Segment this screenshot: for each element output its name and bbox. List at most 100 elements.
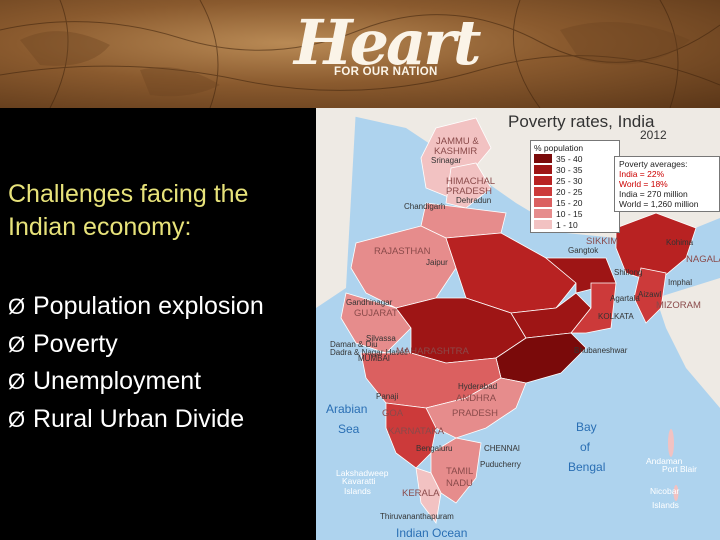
map-title: Poverty rates, India	[508, 112, 655, 131]
averages-world-percent: World = 18%	[619, 179, 668, 189]
label-srinagar: Srinagar	[431, 156, 462, 165]
label-karnataka: KARNATAKA	[388, 426, 445, 437]
label-pradesh-north: PRADESH	[446, 186, 492, 197]
label-nicobar: Nicobar	[650, 486, 680, 496]
region-rajasthan	[350, 225, 457, 309]
legend-row: 10 - 15	[534, 208, 616, 219]
legend-row: 35 - 40	[534, 153, 616, 164]
label-gujarat: GUJARAT	[354, 308, 398, 319]
label-nagaland: NAGALAND	[686, 254, 720, 265]
bullet-arrow-icon: Ø	[8, 406, 26, 432]
bullet-arrow-icon: Ø	[8, 294, 26, 319]
bullet-list: Ø Population explosion Ø Poverty Ø Unemploy…	[8, 288, 264, 438]
label-nadu: NADU	[446, 478, 473, 489]
heart-logo: Heart FOR OUR NATION	[272, 6, 482, 104]
label-indian-ocean: Indian Ocean	[396, 526, 468, 540]
label-kohima: Kohima	[666, 238, 694, 247]
region-andhra	[425, 377, 527, 439]
label-bhubaneshwar: Bhubaneshwar	[574, 346, 628, 355]
legend-row: 30 - 35	[534, 164, 616, 175]
label-kolkata: KOLKATA	[598, 312, 634, 321]
label-sikkim: SIKKIM	[586, 236, 619, 247]
legend-row: 20 - 25	[534, 186, 616, 197]
label-andaman: Andaman	[646, 456, 683, 466]
label-port-blair: Port Blair	[662, 464, 697, 474]
label-islands-west: Islands	[344, 486, 371, 496]
label-mumbai: MUMBAI	[358, 354, 390, 363]
logo-subtitle: FOR OUR NATION	[334, 66, 438, 78]
label-puducherry: Puducherry	[480, 460, 521, 469]
label-goa: GOA	[382, 408, 404, 419]
map-graphic	[316, 108, 720, 524]
averages-india-percent: India = 22%	[619, 169, 665, 179]
region-northeast	[615, 212, 697, 284]
bullet-item: Ø Unemployment	[8, 363, 264, 401]
label-dehradun: Dehradun	[456, 196, 492, 205]
label-kashmir: KASHMIR	[434, 146, 478, 157]
region-bengal	[570, 282, 617, 334]
label-tamil: TAMIL	[446, 466, 474, 477]
logo-wordmark: Heart	[294, 6, 482, 79]
poverty-averages-box: Poverty averages: India = 22% World = 18…	[614, 156, 720, 212]
label-mizoram: MIZORAM	[656, 300, 701, 311]
india-poverty-map: Poverty rates, India 2012 % population 3…	[316, 108, 720, 540]
label-silvassa: Silvassa	[366, 334, 396, 343]
region-karnataka	[385, 402, 437, 469]
neighbour-land	[316, 108, 356, 308]
map-year: 2012	[640, 128, 667, 142]
label-dadra: Dadra & Nagar Haveli	[330, 348, 408, 357]
bullet-arrow-icon: Ø	[8, 369, 26, 394]
label-kerala: KERALA	[402, 488, 440, 499]
label-jammu: JAMMU &	[436, 136, 479, 147]
label-agartala: Agartala	[610, 294, 640, 303]
label-andhra: ANDHRA	[456, 393, 497, 404]
andaman-islands	[668, 429, 674, 457]
label-gandhinagar: Gandhinagar	[346, 298, 393, 307]
label-lakshadweep: Lakshadweep	[336, 468, 389, 478]
legend-row: 15 - 20	[534, 197, 616, 208]
bullet-item: Ø Poverty	[8, 326, 264, 364]
label-rajasthan: RAJASTHAN	[374, 246, 431, 257]
averages-india-count: India = 270 million	[619, 189, 688, 199]
legend-swatch	[534, 220, 552, 229]
world-map-background	[0, 0, 720, 108]
legend-swatch	[534, 187, 552, 196]
label-of: of	[580, 440, 591, 454]
label-arabian: Arabian	[326, 402, 368, 416]
label-jaipur: Jaipur	[426, 258, 448, 267]
label-daman: Daman & Diu	[330, 340, 378, 349]
map-legend: % population 35 - 40 30 - 35 25 - 30 20 …	[530, 140, 620, 233]
legend-header: % population	[534, 143, 584, 153]
bullet-item: Ø Population explosion	[8, 288, 264, 326]
legend-row: 25 - 30	[534, 175, 616, 186]
label-chandigarh: Chandigarh	[404, 202, 446, 211]
label-chennai: CHENNAI	[484, 444, 521, 453]
legend-swatch	[534, 198, 552, 207]
label-islands-east: Islands	[652, 500, 679, 510]
averages-header: Poverty averages:	[619, 159, 688, 169]
label-aizawl: Aizawl	[638, 290, 662, 299]
label-bengaluru: Bengaluru	[416, 444, 453, 453]
header-banner: Heart FOR OUR NATION	[0, 0, 720, 108]
label-hyderabad: Hyderabad	[458, 382, 498, 391]
label-bay: Bay	[576, 420, 597, 434]
label-shillong: Shillong	[614, 268, 643, 277]
averages-world-count: World = 1,260 million	[619, 199, 699, 209]
legend-swatch	[534, 209, 552, 218]
bullet-item: Ø Rural Urban Divide	[8, 401, 264, 439]
bullet-arrow-icon: Ø	[8, 331, 26, 357]
label-gangtok: Gangtok	[568, 246, 599, 255]
label-pradesh-south: PRADESH	[452, 408, 498, 419]
label-thiruvananthapuram: Thiruvananthapuram	[380, 512, 454, 521]
nicobar-islands	[673, 485, 679, 501]
region-himachal	[445, 162, 492, 209]
label-sea: Sea	[338, 422, 360, 436]
label-imphal: Imphal	[668, 278, 693, 287]
legend-swatch	[534, 176, 552, 185]
region-northeast-south	[633, 267, 667, 324]
label-panaji: Panaji	[376, 392, 399, 401]
neighbour-land	[656, 278, 720, 408]
legend-swatch	[534, 165, 552, 174]
slide-title: Challenges facing the Indian economy:	[8, 180, 249, 241]
region-kerala	[415, 467, 442, 524]
